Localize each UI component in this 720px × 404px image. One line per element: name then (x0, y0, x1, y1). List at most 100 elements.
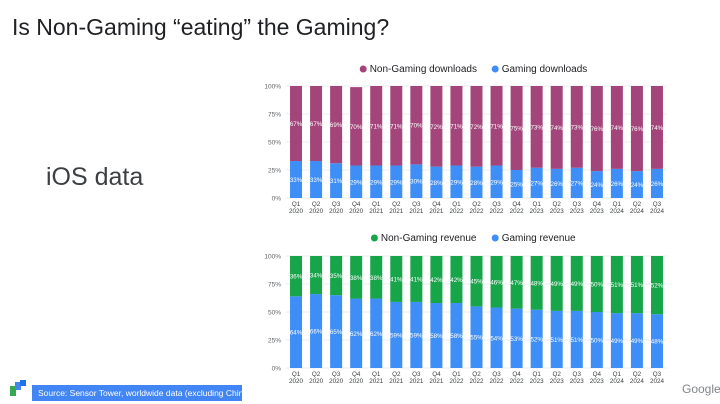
data-label: 67% (290, 121, 303, 128)
x-tick-label: Q3 (332, 201, 341, 208)
y-tick-label: 0% (272, 196, 282, 203)
bar-segment (290, 256, 303, 297)
data-label: 27% (571, 180, 584, 187)
bar-segment (490, 165, 503, 198)
x-tick-label: Q4 (593, 201, 602, 208)
x-tick-label: 2021 (409, 378, 424, 385)
bar-segment (430, 303, 443, 368)
x-tick-label: 2024 (630, 378, 645, 385)
x-tick-label: 2020 (329, 208, 344, 215)
data-label: 65% (330, 329, 343, 336)
y-tick-label: 50% (268, 140, 281, 147)
bar-segment (550, 256, 563, 311)
bar-segment (430, 166, 443, 198)
legend-swatch (359, 65, 367, 73)
data-label: 51% (551, 337, 564, 344)
x-tick-label: Q1 (292, 201, 301, 208)
bar-segment (570, 310, 583, 368)
x-tick-label: 2021 (369, 208, 384, 215)
bar-segment (410, 164, 423, 198)
bar-segment (590, 171, 603, 198)
bar-segment (410, 86, 423, 165)
data-label: 59% (390, 332, 403, 339)
x-tick-label: Q4 (352, 371, 361, 378)
data-label: 30% (410, 179, 423, 186)
data-label: 24% (591, 182, 604, 189)
bar-segment (470, 86, 483, 167)
data-label: 71% (490, 123, 503, 130)
bar-segment (450, 86, 463, 166)
data-label: 74% (611, 125, 624, 132)
data-label: 74% (651, 125, 664, 132)
data-label: 35% (330, 273, 343, 280)
x-tick-label: 2023 (570, 208, 585, 215)
bar-segment (590, 86, 603, 172)
x-tick-label: Q4 (432, 371, 441, 378)
y-tick-label: 50% (268, 310, 281, 317)
bar-segment (390, 165, 403, 198)
bar-segment (530, 309, 543, 368)
x-tick-label: Q1 (613, 201, 622, 208)
x-tick-label: 2022 (510, 378, 525, 385)
bar-segment (350, 165, 363, 198)
bar-segment (530, 86, 543, 168)
bar-segment (490, 307, 503, 368)
x-tick-label: Q1 (532, 201, 541, 208)
x-tick-label: 2020 (309, 378, 324, 385)
bar-segment (530, 256, 543, 310)
data-label: 29% (370, 179, 383, 186)
bar-segment (350, 256, 363, 299)
bar-segment (330, 163, 343, 198)
y-tick-label: 75% (268, 282, 281, 289)
bar-segment (610, 86, 623, 169)
bar-segment (550, 168, 563, 198)
data-label: 53% (510, 336, 523, 343)
bar-segment (330, 295, 343, 368)
bar-segment (370, 165, 383, 198)
y-tick-label: 100% (264, 84, 281, 91)
bar-segment (470, 256, 483, 307)
data-label: 50% (591, 338, 604, 345)
data-label: 49% (551, 281, 564, 288)
x-tick-label: 2023 (530, 208, 545, 215)
bar-segment (650, 168, 663, 198)
x-tick-label: 2021 (429, 378, 444, 385)
page-title: Is Non-Gaming “eating” the Gaming? (12, 14, 390, 40)
bar-segment (450, 303, 463, 368)
data-label: 73% (571, 124, 584, 131)
data-label: 70% (410, 123, 423, 130)
bar-segment (590, 256, 603, 312)
x-tick-label: 2020 (289, 208, 304, 215)
data-label: 41% (410, 276, 423, 283)
data-label: 69% (330, 122, 343, 129)
x-tick-label: Q1 (452, 201, 461, 208)
bar-segment (370, 256, 383, 299)
x-tick-label: 2024 (610, 208, 625, 215)
data-label: 66% (310, 329, 323, 336)
x-tick-label: Q1 (292, 371, 301, 378)
bar-segment (290, 86, 303, 162)
x-tick-label: 2021 (389, 378, 404, 385)
x-tick-label: Q2 (472, 371, 481, 378)
x-tick-label: Q2 (392, 371, 401, 378)
bar-segment (390, 256, 403, 302)
x-tick-label: 2022 (449, 208, 464, 215)
data-label: 46% (490, 279, 503, 286)
x-tick-label: 2023 (550, 208, 565, 215)
legend-label: Gaming downloads (502, 64, 588, 75)
x-tick-label: Q2 (312, 201, 321, 208)
data-label: 64% (290, 330, 303, 337)
x-tick-label: 2020 (349, 208, 364, 215)
x-tick-label: 2022 (449, 378, 464, 385)
x-tick-label: 2023 (570, 378, 585, 385)
bar-segment (490, 256, 503, 308)
data-label: 42% (430, 277, 443, 284)
data-label: 75% (510, 126, 523, 133)
data-label: 29% (350, 179, 363, 186)
x-tick-label: 2021 (409, 208, 424, 215)
google-wordmark: Google (682, 382, 720, 396)
data-label: 67% (310, 121, 323, 128)
data-label: 36% (290, 274, 303, 281)
x-tick-label: Q2 (633, 371, 642, 378)
x-tick-label: Q2 (553, 371, 562, 378)
